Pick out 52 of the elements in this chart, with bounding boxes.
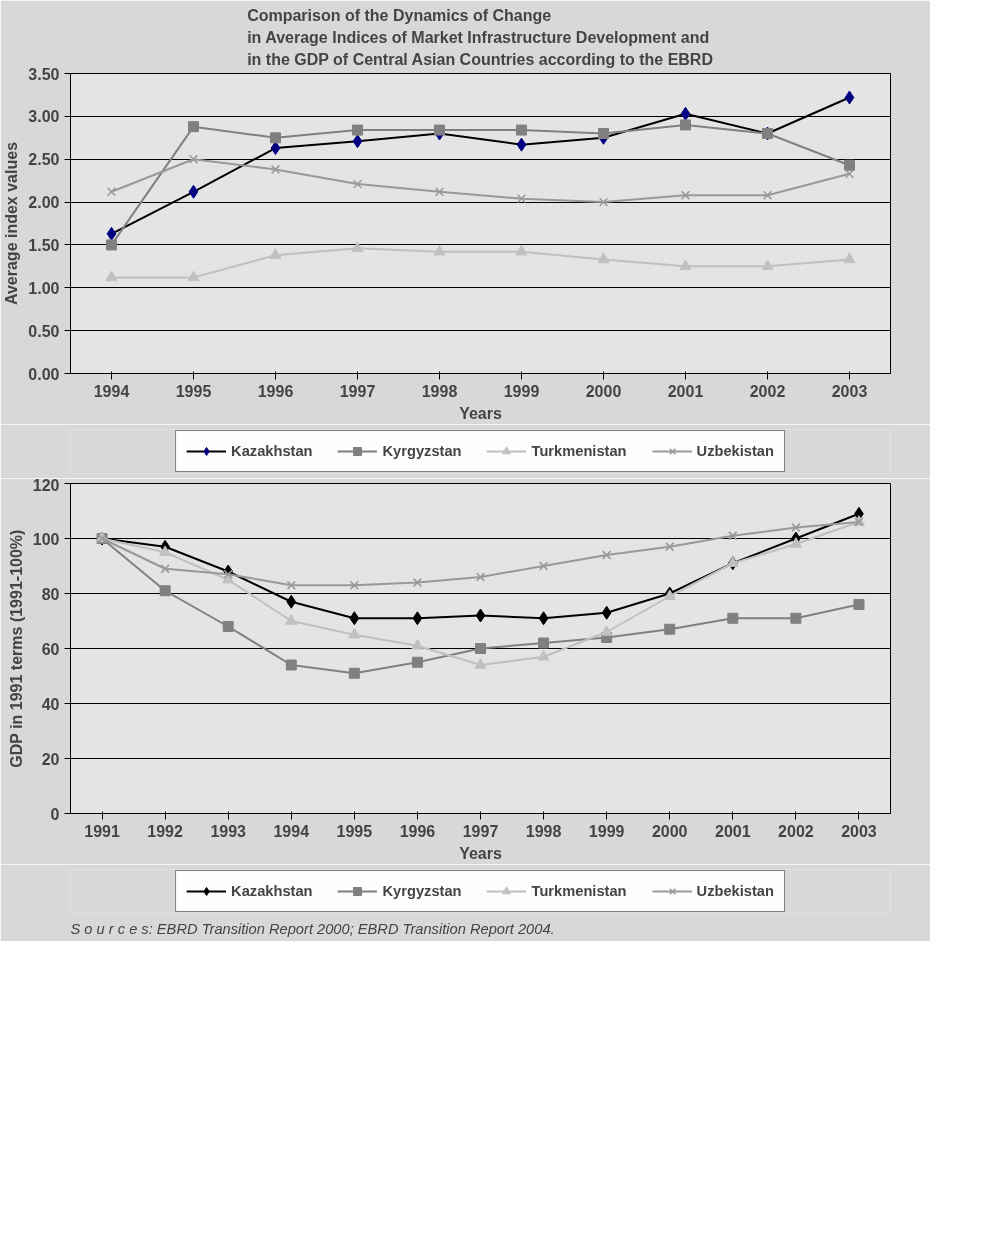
x-tick-label: 1999 (588, 822, 625, 840)
y-tick-label: 100 (32, 530, 60, 548)
x-tick-label: 1995 (336, 822, 373, 840)
legend-label: Kyrgyzstan (382, 883, 462, 899)
legend-label: Kazakhstan (231, 443, 313, 459)
x-tick-label: 2003 (831, 382, 868, 400)
legend-label: Uzbekistan (696, 443, 774, 459)
y-tick-label: 2.00 (28, 194, 60, 212)
legend-label: Turkmenistan (531, 883, 627, 899)
x-tick-label: 2002 (778, 822, 814, 840)
legend-label: Kyrgyzstan (382, 443, 462, 459)
x-tick-label: 1998 (421, 382, 458, 400)
text: S o u r c e s: EBRD Transition Report 2000; EBRD Transition Report 2004. (70, 920, 555, 937)
chart-title: Comparison of the Dynamics of Change in Average Indices of Market Infrastructure Development and in the GDP of Central Asian Countries according to the EBRD (247, 7, 713, 69)
y-axis-title: Average index values (3, 141, 21, 306)
y-tick-label: 0.50 (28, 322, 60, 340)
x-tick-label: 2001 (667, 382, 704, 400)
y-tick-label: 3.00 (28, 108, 60, 126)
x-tick-label: 1996 (399, 822, 436, 840)
x-tick-label: 1994 (273, 822, 310, 840)
x-tick-label: 1997 (339, 382, 376, 400)
y-tick-label: 20 (41, 750, 60, 768)
legend-label: Uzbekistan (696, 883, 774, 899)
x-tick-label: 2000 (585, 382, 622, 400)
y-tick-label: 1.50 (28, 236, 60, 254)
x-tick-label: 1993 (210, 822, 247, 840)
y-tick-label: 0 (50, 805, 60, 823)
y-tick-label: 0.00 (28, 365, 60, 383)
y-tick-label: 120 (32, 476, 60, 494)
y-tick-label: 80 (41, 585, 60, 603)
legend-label: Kazakhstan (231, 883, 313, 899)
x-axis-title: Years (459, 404, 502, 422)
legend-label: Turkmenistan (531, 443, 627, 459)
x-axis-title: Years (459, 844, 502, 862)
y-axis-title: GDP in 1991 terms (1991-100%) (7, 529, 25, 768)
y-tick-label: 2.50 (28, 151, 60, 169)
y-tick-label: 1.00 (28, 279, 60, 297)
x-tick-label: 2001 (715, 822, 751, 840)
x-tick-label: 1994 (93, 382, 130, 400)
x-tick-label: 2002 (749, 382, 786, 400)
x-tick-label: 1999 (503, 382, 540, 400)
x-tick-label: 1991 (84, 822, 120, 840)
x-tick-label: 1995 (175, 382, 212, 400)
x-tick-label: 1998 (525, 822, 562, 840)
y-tick-label: 3.50 (28, 65, 60, 83)
x-tick-label: 2000 (651, 822, 688, 840)
y-tick-label: 60 (41, 640, 60, 658)
x-tick-label: 1997 (462, 822, 499, 840)
x-tick-label: 1992 (147, 822, 184, 840)
x-tick-label: 2003 (841, 822, 877, 840)
y-tick-label: 40 (41, 695, 60, 713)
x-tick-label: 1996 (257, 382, 294, 400)
